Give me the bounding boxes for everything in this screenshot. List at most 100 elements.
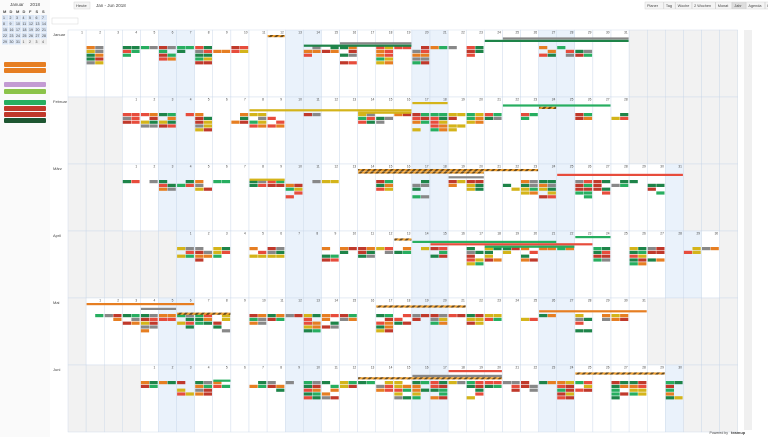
event-chip[interactable] [276, 317, 285, 321]
event-chip[interactable] [330, 321, 339, 325]
day-cell[interactable] [140, 29, 159, 98]
event-chip[interactable] [140, 381, 150, 385]
calendar-filter[interactable] [4, 112, 46, 117]
event-chip[interactable] [448, 46, 457, 50]
event-chip[interactable] [412, 53, 421, 57]
day-cell[interactable] [285, 364, 304, 433]
event-chip[interactable] [267, 314, 276, 318]
event-chip[interactable] [303, 392, 312, 396]
event-chip[interactable] [358, 381, 367, 385]
day-cell[interactable] [285, 297, 304, 366]
event-chip[interactable] [203, 128, 212, 132]
event-chip[interactable] [159, 381, 168, 385]
event-chip[interactable] [430, 396, 439, 400]
event-chip[interactable] [412, 49, 421, 53]
day-cell[interactable] [357, 364, 376, 433]
event-chip[interactable] [95, 61, 104, 65]
event-chip[interactable] [294, 314, 303, 318]
event-chip[interactable] [412, 392, 421, 396]
event-chip[interactable] [312, 113, 321, 117]
event-chip[interactable] [448, 314, 457, 318]
event-chip[interactable] [547, 191, 556, 195]
event-chip[interactable] [475, 46, 484, 50]
event-chip[interactable] [203, 254, 212, 258]
event-chip[interactable] [394, 396, 403, 400]
event-chip[interactable] [575, 49, 584, 53]
event-chip[interactable] [167, 53, 176, 57]
mini-day-cell[interactable] [2, 33, 8, 39]
event-chip[interactable] [376, 116, 385, 120]
event-chip[interactable] [203, 120, 212, 124]
event-chip[interactable] [384, 247, 393, 251]
event-chip[interactable] [231, 120, 240, 124]
mini-day-cell[interactable] [28, 39, 34, 45]
event-chip[interactable] [402, 396, 412, 400]
day-cell[interactable] [140, 96, 159, 165]
event-chip[interactable] [267, 124, 276, 128]
mini-day-cell[interactable] [41, 15, 47, 21]
event-chip[interactable] [376, 384, 385, 388]
event-bar[interactable] [412, 102, 448, 105]
event-chip[interactable] [475, 262, 484, 266]
event-chip[interactable] [312, 314, 321, 318]
event-chip[interactable] [140, 314, 150, 318]
day-cell[interactable] [321, 163, 340, 232]
event-chip[interactable] [629, 258, 638, 262]
event-chip[interactable] [213, 384, 222, 388]
day-cell[interactable] [393, 230, 413, 299]
event-chip[interactable] [258, 116, 267, 120]
event-chip[interactable] [203, 53, 212, 57]
event-chip[interactable] [258, 120, 267, 124]
day-cell[interactable] [266, 297, 286, 366]
view-button[interactable] [691, 1, 716, 10]
event-chip[interactable] [330, 254, 339, 258]
day-cell[interactable] [303, 230, 322, 299]
event-chip[interactable] [421, 57, 430, 61]
event-chip[interactable] [647, 247, 656, 251]
event-chip[interactable] [466, 258, 475, 262]
event-chip[interactable] [122, 113, 131, 117]
event-bar[interactable] [575, 372, 665, 375]
event-chip[interactable] [384, 381, 393, 385]
event-chip[interactable] [258, 314, 267, 318]
event-chip[interactable] [376, 187, 385, 191]
event-chip[interactable] [376, 49, 385, 53]
event-chip[interactable] [231, 49, 240, 53]
mini-day-cell[interactable] [8, 21, 15, 27]
event-chip[interactable] [611, 116, 620, 120]
day-cell[interactable] [67, 29, 87, 98]
event-chip[interactable] [177, 321, 186, 325]
event-chip[interactable] [575, 381, 584, 385]
event-chip[interactable] [394, 317, 403, 321]
event-chip[interactable] [376, 53, 385, 57]
event-chip[interactable] [221, 49, 231, 53]
event-chip[interactable] [502, 183, 512, 187]
event-chip[interactable] [638, 254, 647, 258]
event-chip[interactable] [529, 250, 538, 254]
event-chip[interactable] [303, 49, 312, 53]
event-chip[interactable] [177, 49, 186, 53]
event-chip[interactable] [565, 384, 574, 388]
event-chip[interactable] [203, 250, 212, 254]
event-chip[interactable] [195, 250, 204, 254]
event-bar[interactable] [484, 39, 629, 42]
event-chip[interactable] [475, 180, 484, 184]
event-chip[interactable] [167, 116, 176, 120]
event-chip[interactable] [475, 183, 484, 187]
event-chip[interactable] [384, 49, 393, 53]
event-chip[interactable] [402, 250, 412, 254]
event-chip[interactable] [195, 120, 204, 124]
event-chip[interactable] [340, 61, 349, 65]
event-chip[interactable] [439, 116, 448, 120]
event-chip[interactable] [312, 49, 321, 53]
event-chip[interactable] [656, 250, 665, 254]
day-cell[interactable] [230, 96, 250, 165]
day-cell[interactable] [610, 230, 630, 299]
day-cell[interactable] [357, 96, 376, 165]
event-chip[interactable] [583, 195, 593, 199]
event-chip[interactable] [294, 187, 303, 191]
event-chip[interactable] [221, 180, 231, 184]
event-chip[interactable] [321, 247, 331, 251]
event-chip[interactable] [647, 183, 656, 187]
calendar-filter[interactable] [4, 62, 46, 67]
